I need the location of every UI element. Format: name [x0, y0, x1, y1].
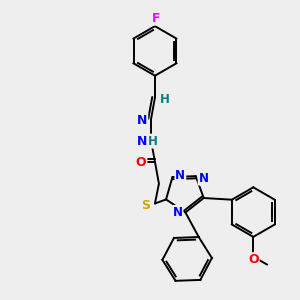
- Text: S: S: [142, 199, 151, 212]
- Text: O: O: [136, 156, 146, 170]
- Text: H: H: [148, 135, 158, 148]
- Text: N: N: [137, 135, 147, 148]
- Text: F: F: [152, 12, 160, 25]
- Text: N: N: [172, 206, 182, 219]
- Text: N: N: [137, 114, 147, 127]
- Text: O: O: [248, 253, 259, 266]
- Text: N: N: [199, 172, 208, 184]
- Text: N: N: [176, 169, 185, 182]
- Text: H: H: [160, 93, 170, 106]
